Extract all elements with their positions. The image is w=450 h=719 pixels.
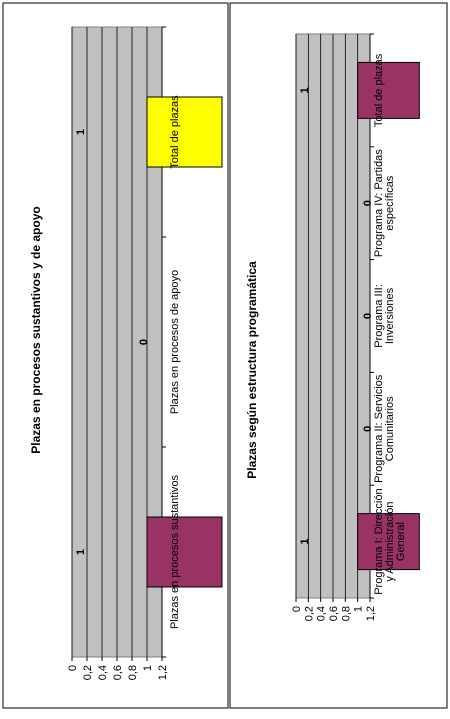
data-label: 0: [362, 426, 374, 432]
y-tick-label: 1,2: [365, 606, 377, 621]
category-label: y Administración: [384, 502, 396, 582]
category-label: General: [395, 522, 407, 561]
y-tick-label: 0,4: [316, 606, 328, 621]
category-label: Comunitarios: [384, 396, 396, 461]
y-tick-label: 1: [353, 606, 365, 612]
category-label: Plazas en procesos sustantivos: [169, 474, 181, 629]
data-label: 1: [299, 539, 311, 545]
data-label: 1: [299, 87, 311, 93]
category-label: Total de plazas: [373, 53, 385, 127]
y-tick-label: 1,2: [157, 665, 169, 680]
category-label: Programa II: Servicios: [373, 374, 385, 483]
category-label: Programa IV: Partidas: [373, 149, 385, 257]
data-label: 0: [362, 313, 374, 319]
bar: [357, 513, 420, 571]
y-tick-label: 0,6: [328, 606, 340, 621]
chart-title: Plazas según estructura programática: [245, 261, 259, 479]
category-label: Programa I: Dirección: [373, 488, 385, 594]
category-label: Total de plazas: [169, 95, 181, 169]
data-label: 1: [75, 129, 87, 135]
bar: [146, 96, 223, 168]
y-tick-label: 0,2: [303, 606, 315, 621]
y-tick-label: 0,6: [112, 665, 124, 680]
y-tick-label: 0,8: [340, 606, 352, 621]
chart-title: Plazas en procesos sustantivos y de apoy…: [29, 206, 43, 453]
y-tick-label: 0,2: [82, 665, 94, 680]
data-label: 1: [75, 549, 87, 555]
category-label: específicas: [384, 175, 396, 231]
category-label: Programa III:: [373, 284, 385, 348]
data-label: 0: [138, 339, 150, 345]
y-tick-label: 1: [142, 665, 154, 671]
category-label: Inversiones: [384, 287, 396, 344]
y-tick-label: 0: [67, 665, 79, 671]
y-tick-label: 0,4: [97, 665, 109, 680]
category-label: Plazas en procesos de apoyo: [169, 270, 181, 414]
y-tick-label: 0: [291, 606, 303, 612]
chart-plazas-estructura: 0 0,2 0,4 0,6 0,8 1 1,21 Programa I: Dirección y…: [229, 2, 448, 709]
chart-plazas-procesos: 0 0,2 0,4 0,6 0,8 1 1,21 Plazas en procesos sus…: [2, 2, 229, 709]
bar: [357, 61, 420, 119]
y-tick-label: 0,8: [127, 665, 139, 680]
bar: [146, 516, 223, 588]
data-label: 0: [362, 200, 374, 206]
